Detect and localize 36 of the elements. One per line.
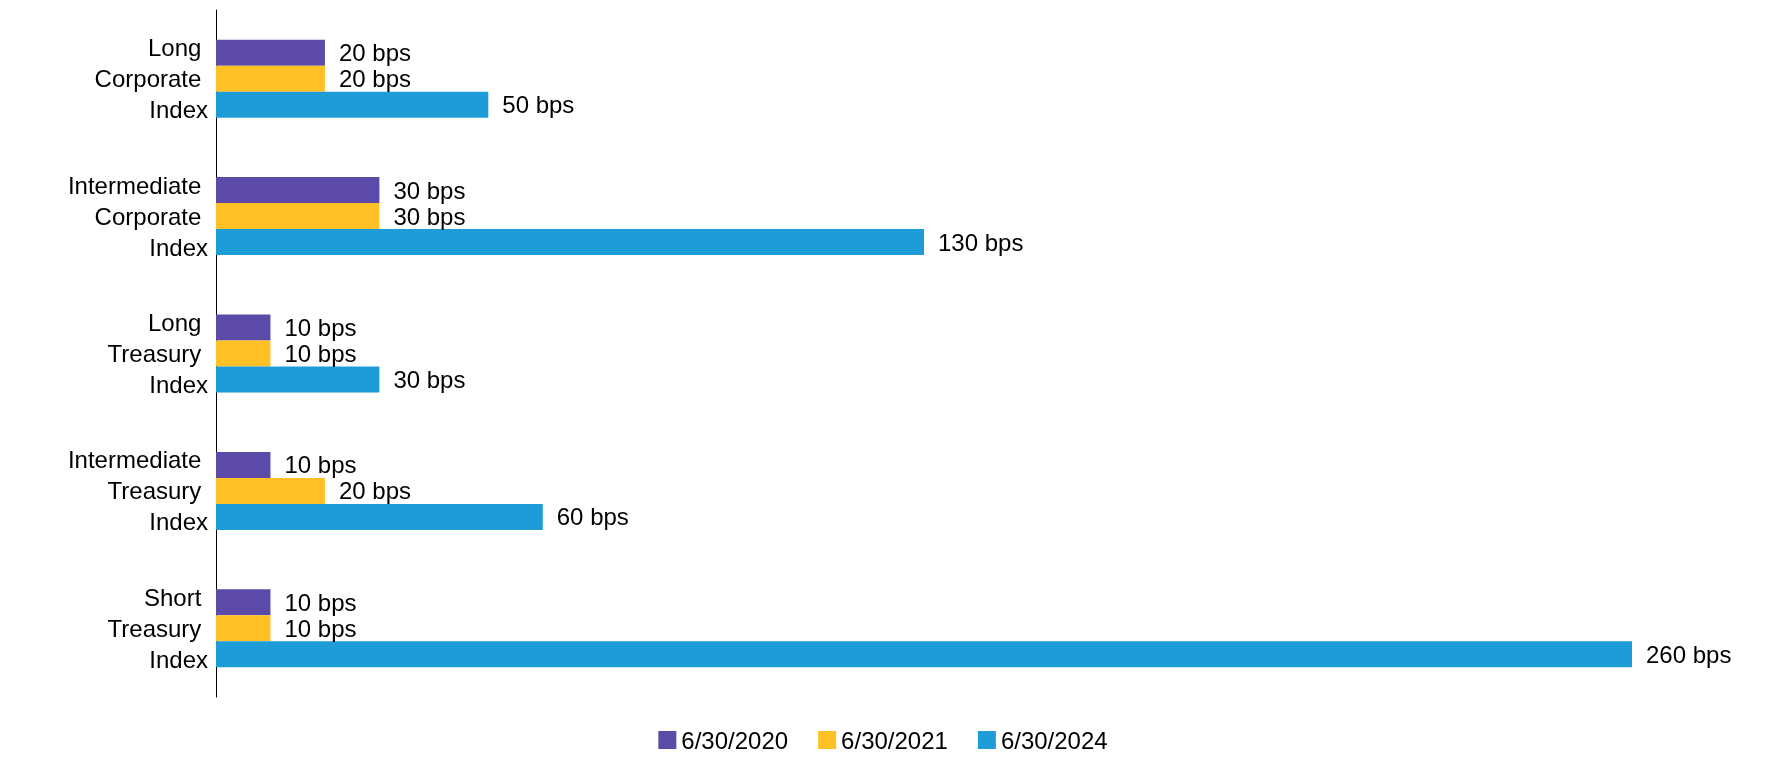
y-tick-label: Intermediate Treasury Index xyxy=(67,446,208,536)
bar xyxy=(216,177,380,204)
data-label: 60 bps xyxy=(556,503,629,531)
bar xyxy=(216,451,271,478)
data-label: 20 bps xyxy=(338,477,411,505)
data-label: 20 bps xyxy=(338,65,411,93)
data-label: 130 bps xyxy=(938,228,1024,256)
data-label: 10 bps xyxy=(284,340,357,367)
y-tick-label: Long Treasury Index xyxy=(107,309,208,398)
y-tick-label: Long Corporate Index xyxy=(94,34,208,124)
data-label: 50 bps xyxy=(502,91,575,119)
legend-label: 6/30/2021 xyxy=(841,726,948,754)
legend-label: 6/30/2024 xyxy=(1000,726,1108,754)
data-label: 260 bps xyxy=(1646,640,1732,668)
bar xyxy=(216,589,271,616)
bar xyxy=(216,477,325,504)
bar xyxy=(216,65,325,92)
bar xyxy=(216,615,271,642)
bar xyxy=(216,203,380,230)
bar xyxy=(216,229,924,256)
data-label: 10 bps xyxy=(284,451,357,479)
data-label: 30 bps xyxy=(393,176,466,204)
data-label: 30 bps xyxy=(393,366,466,393)
data-label: 10 bps xyxy=(284,588,357,616)
bar xyxy=(216,39,325,66)
bar xyxy=(216,314,271,341)
y-tick-label: Intermediate Corporate Index xyxy=(67,171,208,261)
legend-label: 6/30/2020 xyxy=(681,726,789,754)
bar xyxy=(216,641,1632,668)
bar xyxy=(216,366,380,393)
bar xyxy=(216,91,489,118)
y-tick-label: Short Treasury Index xyxy=(107,583,208,673)
bar xyxy=(216,340,271,367)
bar xyxy=(216,503,543,530)
data-label: 20 bps xyxy=(338,39,411,67)
data-label: 10 bps xyxy=(284,314,357,341)
